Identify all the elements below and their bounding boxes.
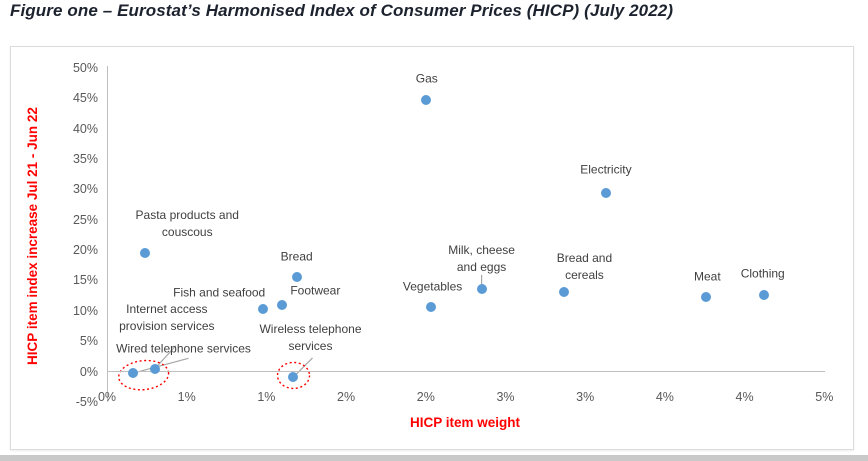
data-point: [277, 299, 288, 310]
data-point-label: Bread and cereals: [556, 250, 613, 282]
y-tick-label: 15%: [72, 273, 98, 288]
y-tick-label: 20%: [72, 243, 98, 258]
y-axis-line: [107, 66, 108, 402]
data-point: [701, 291, 712, 302]
data-point: [149, 363, 160, 374]
x-tick-label: 1%: [177, 390, 196, 404]
data-point-label: Wireless telephone services: [259, 321, 362, 353]
x-tick-label: 4%: [735, 390, 754, 404]
data-point-label: Pasta products and couscous: [135, 208, 239, 240]
data-point-label: Wired telephone services: [116, 341, 251, 356]
data-point: [288, 371, 299, 382]
chart-area: 50% 45% 40% 35% 30% 25% 20% 15% 10% 5% 0% -5% 0% 1% 1%…: [10, 46, 854, 450]
data-point-label: Fish and seafood: [173, 285, 266, 300]
data-point: [559, 286, 570, 297]
data-point-label: Vegetables: [402, 279, 463, 294]
x-axis-line: [107, 371, 825, 372]
data-point: [758, 290, 769, 301]
data-point: [476, 283, 487, 294]
x-tick-label: 3%: [496, 390, 515, 404]
data-point-label: Electricity: [580, 162, 632, 177]
x-tick-label: 0%: [97, 390, 117, 404]
data-point-label: Bread: [280, 249, 313, 264]
y-tick-label: -5%: [75, 394, 98, 409]
data-point-label: Internet access provision services: [119, 301, 215, 333]
data-point: [425, 301, 436, 312]
bottom-strip: [0, 455, 868, 461]
figure-title: Figure one – Eurostat’s Harmonised Index…: [10, 1, 674, 20]
data-point: [140, 248, 151, 259]
x-axis-title: HICP item weight: [409, 415, 521, 430]
y-tick-label: 5%: [79, 334, 98, 349]
data-point-label: Clothing: [740, 266, 785, 281]
data-point-label: Meat: [694, 269, 721, 284]
x-tick-label: 5%: [815, 390, 834, 404]
y-tick-label: 0%: [79, 364, 98, 379]
data-point-label: Footwear: [290, 283, 341, 298]
data-point: [127, 368, 138, 379]
y-tick-label: 35%: [72, 152, 98, 167]
annotation-ellipse: [276, 361, 311, 390]
x-tick-label: 4%: [655, 390, 674, 404]
y-tick-label: 30%: [72, 182, 98, 197]
y-axis-title: HICP item index increase Jul 21 - Jun 22: [25, 107, 40, 365]
data-point: [258, 303, 269, 314]
annotation-ellipse: [118, 359, 170, 391]
data-point-label: Milk, cheese and eggs: [448, 242, 515, 274]
y-tick-label: 50%: [72, 61, 98, 75]
y-tick-label: 45%: [72, 91, 98, 106]
x-tick-label: 2%: [337, 390, 356, 404]
y-tick-label: 10%: [72, 303, 98, 318]
x-tick-label: 3%: [576, 390, 595, 404]
x-tick-label: 1%: [257, 390, 276, 404]
leader-line: [132, 357, 189, 374]
data-point: [291, 271, 302, 282]
data-point: [600, 188, 611, 199]
y-tick-label: 40%: [72, 121, 98, 136]
x-tick-label: 2%: [416, 390, 435, 404]
y-tick-label: 25%: [72, 212, 98, 227]
data-point-label: Gas: [415, 71, 438, 86]
data-point: [420, 94, 431, 105]
